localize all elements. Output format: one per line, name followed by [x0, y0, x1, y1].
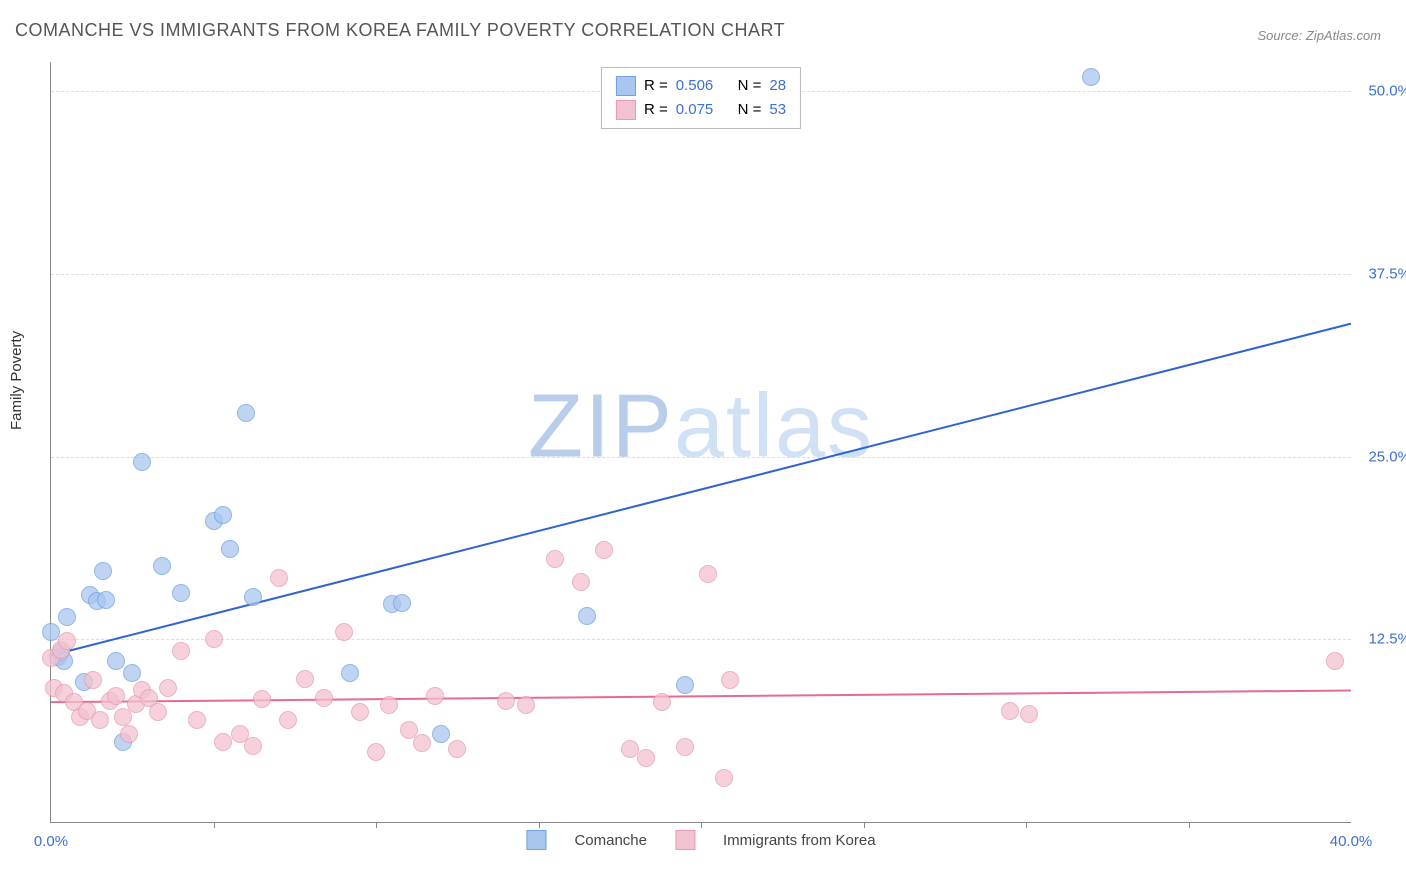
swatch-comanche	[616, 76, 636, 96]
data-point-korea	[58, 632, 76, 650]
data-point-comanche	[237, 404, 255, 422]
data-point-comanche	[1082, 68, 1100, 86]
y-axis-label: Family Poverty	[8, 331, 25, 430]
r-value-korea: 0.075	[676, 98, 714, 122]
data-point-comanche	[94, 562, 112, 580]
data-point-comanche	[214, 506, 232, 524]
y-tick-label: 12.5%	[1368, 631, 1406, 648]
swatch-korea	[675, 830, 695, 850]
n-value-korea: 53	[769, 98, 786, 122]
plot-area: ZIPatlas 12.5%25.0%37.5%50.0% 0.0%40.0% …	[50, 62, 1351, 823]
data-point-korea	[205, 630, 223, 648]
data-point-korea	[1001, 702, 1019, 720]
trend-line-comanche	[51, 324, 1351, 656]
data-point-comanche	[172, 584, 190, 602]
legend-row-comanche: R = 0.506 N = 28	[616, 74, 786, 98]
data-point-korea	[335, 623, 353, 641]
r-value-comanche: 0.506	[676, 74, 714, 98]
data-point-comanche	[42, 623, 60, 641]
data-point-korea	[653, 693, 671, 711]
y-tick-label: 25.0%	[1368, 448, 1406, 465]
data-point-korea	[497, 692, 515, 710]
x-tick-label: 40.0%	[1330, 833, 1373, 850]
data-point-comanche	[97, 591, 115, 609]
data-point-korea	[1326, 652, 1344, 670]
data-point-korea	[244, 737, 262, 755]
data-point-korea	[676, 738, 694, 756]
data-point-korea	[172, 642, 190, 660]
data-point-comanche	[244, 588, 262, 606]
x-tick-mark	[214, 822, 215, 828]
data-point-korea	[253, 690, 271, 708]
data-point-korea	[149, 703, 167, 721]
data-point-comanche	[107, 652, 125, 670]
source-attribution: Source: ZipAtlas.com	[1257, 28, 1381, 43]
data-point-korea	[107, 687, 125, 705]
data-point-comanche	[58, 608, 76, 626]
x-tick-label: 0.0%	[34, 833, 68, 850]
x-tick-mark	[376, 822, 377, 828]
data-point-comanche	[676, 676, 694, 694]
trend-line-korea	[51, 690, 1351, 702]
y-tick-label: 37.5%	[1368, 265, 1406, 282]
x-tick-mark	[864, 822, 865, 828]
data-point-korea	[699, 565, 717, 583]
data-point-korea	[296, 670, 314, 688]
data-point-korea	[367, 743, 385, 761]
n-value-comanche: 28	[769, 74, 786, 98]
data-point-comanche	[432, 725, 450, 743]
chart-title: COMANCHE VS IMMIGRANTS FROM KOREA FAMILY…	[15, 20, 785, 41]
data-point-korea	[315, 689, 333, 707]
data-point-korea	[279, 711, 297, 729]
data-point-korea	[572, 573, 590, 591]
data-point-korea	[637, 749, 655, 767]
legend-series: Comanche Immigrants from Korea	[526, 830, 875, 850]
series-label-korea: Immigrants from Korea	[723, 832, 876, 849]
data-point-comanche	[341, 664, 359, 682]
swatch-comanche	[526, 830, 546, 850]
data-point-korea	[721, 671, 739, 689]
x-tick-mark	[701, 822, 702, 828]
trend-lines	[51, 62, 1351, 822]
data-point-comanche	[133, 453, 151, 471]
series-label-comanche: Comanche	[574, 832, 647, 849]
data-point-korea	[91, 711, 109, 729]
data-point-korea	[120, 725, 138, 743]
data-point-comanche	[153, 557, 171, 575]
data-point-korea	[380, 696, 398, 714]
data-point-korea	[595, 541, 613, 559]
data-point-korea	[84, 671, 102, 689]
data-point-comanche	[221, 540, 239, 558]
data-point-korea	[413, 734, 431, 752]
data-point-korea	[715, 769, 733, 787]
data-point-korea	[188, 711, 206, 729]
data-point-korea	[1020, 705, 1038, 723]
x-tick-mark	[1189, 822, 1190, 828]
data-point-korea	[448, 740, 466, 758]
data-point-korea	[426, 687, 444, 705]
x-tick-mark	[1026, 822, 1027, 828]
data-point-korea	[546, 550, 564, 568]
data-point-korea	[517, 696, 535, 714]
data-point-comanche	[123, 664, 141, 682]
legend-correlation: R = 0.506 N = 28 R = 0.075 N = 53	[601, 67, 801, 129]
swatch-korea	[616, 100, 636, 120]
data-point-korea	[621, 740, 639, 758]
data-point-korea	[214, 733, 232, 751]
x-tick-mark	[539, 822, 540, 828]
data-point-comanche	[578, 607, 596, 625]
data-point-korea	[159, 679, 177, 697]
legend-row-korea: R = 0.075 N = 53	[616, 98, 786, 122]
data-point-comanche	[393, 594, 411, 612]
data-point-korea	[270, 569, 288, 587]
data-point-korea	[351, 703, 369, 721]
y-tick-label: 50.0%	[1368, 83, 1406, 100]
